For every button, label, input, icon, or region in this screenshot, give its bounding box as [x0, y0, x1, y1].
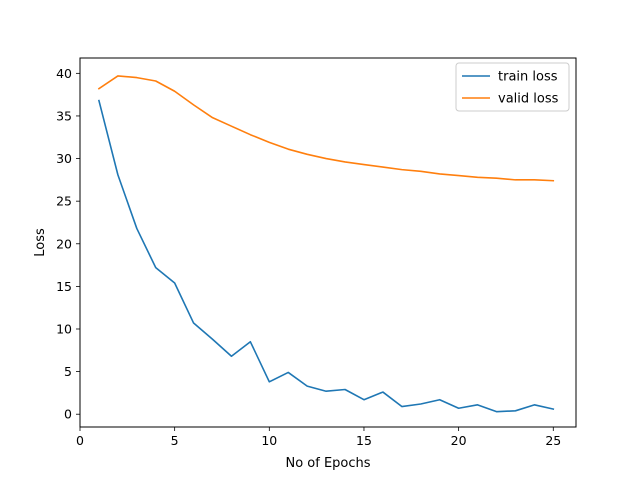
x-tick-label-20: 20 — [451, 433, 467, 448]
legend: train loss valid loss — [455, 62, 570, 112]
plot-frame — [79, 57, 577, 428]
x-axis-label: No of Epochs — [285, 456, 370, 471]
y-tick-label-35: 35 — [56, 108, 72, 123]
legend-box — [455, 62, 570, 112]
y-tick-label-30: 30 — [56, 151, 72, 166]
y-axis-ticks: 0 5 10 15 20 25 30 35 40 — [56, 66, 80, 422]
y-tick-label-15: 15 — [56, 279, 72, 294]
legend-label-train-loss: train loss — [498, 70, 558, 85]
x-tick-label-15: 15 — [356, 433, 372, 448]
y-tick-label-25: 25 — [56, 194, 72, 209]
x-tick-label-5: 5 — [171, 433, 179, 448]
series-line-valid-loss — [97, 75, 555, 182]
y-tick-label-5: 5 — [64, 364, 72, 379]
x-tick-label-25: 25 — [545, 433, 561, 448]
y-axis-label: Loss — [33, 228, 48, 257]
y-tick-label-40: 40 — [56, 66, 72, 81]
y-tick-label-10: 10 — [56, 321, 72, 336]
x-axis-ticks: 0 5 10 15 20 25 — [76, 427, 561, 448]
series-line-train-loss — [97, 99, 555, 413]
legend-label-valid-loss: valid loss — [498, 92, 559, 107]
x-tick-label-10: 10 — [261, 433, 277, 448]
y-tick-label-0: 0 — [64, 407, 72, 422]
plot-series — [97, 75, 555, 413]
y-tick-label-20: 20 — [56, 236, 72, 251]
x-tick-label-0: 0 — [76, 433, 84, 448]
